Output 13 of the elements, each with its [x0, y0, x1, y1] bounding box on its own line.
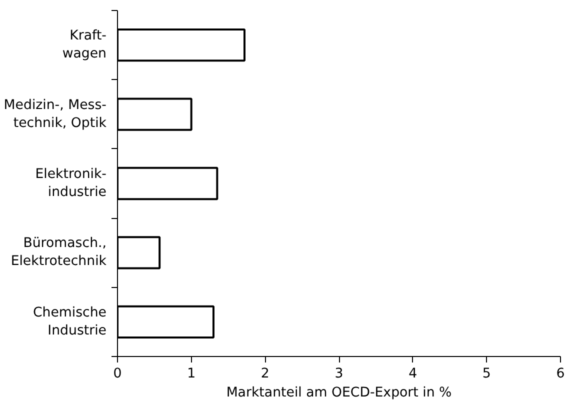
x-tick-label: 0 — [113, 366, 122, 382]
x-tick-label: 5 — [482, 366, 491, 382]
x-axis-title: Marktanteil am OECD-Export in % — [226, 386, 452, 400]
y-tick-label: Elektronik- industrie — [35, 167, 107, 200]
y-tick-label: Büromasch., Elektrotechnik — [10, 236, 107, 270]
x-tick-label: 6 — [556, 366, 565, 382]
y-tick-label: Medizin-, Mess- technik, Optik — [4, 98, 107, 131]
x-tick-label: 2 — [260, 366, 270, 382]
y-tick-label: Chemische Industrie — [32, 305, 107, 338]
x-tick-label: 1 — [187, 366, 196, 382]
x-tick-label: 3 — [334, 366, 344, 382]
y-tick-label: Kraft- wagen — [62, 28, 107, 62]
x-tick-label: 4 — [408, 366, 418, 382]
